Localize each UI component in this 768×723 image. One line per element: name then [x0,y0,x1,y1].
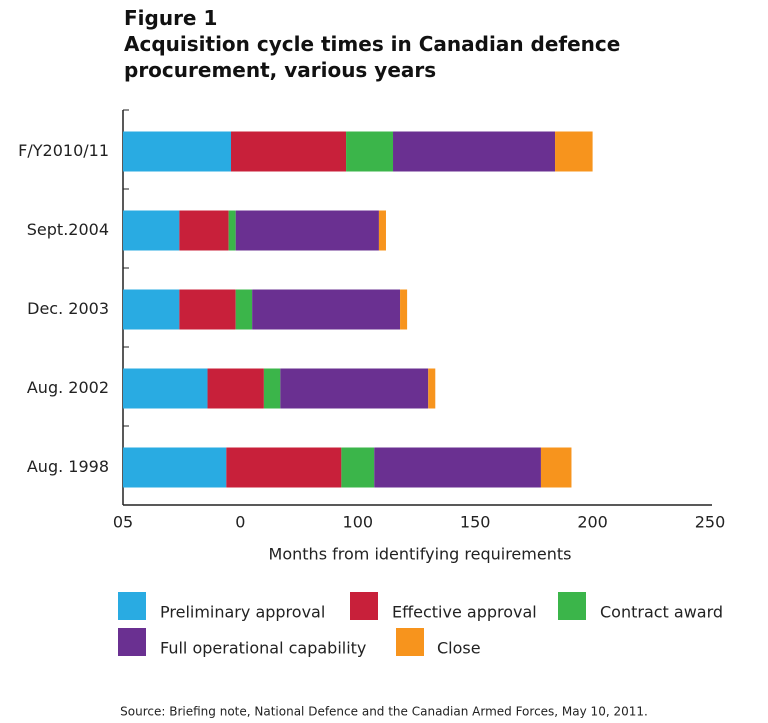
legend-swatch [396,628,424,656]
legend-label: Full operational capability [160,639,366,658]
x-tick-label: 200 [577,513,608,532]
bar-segment [179,289,236,330]
bar-segment [235,289,253,330]
bar-segment [123,447,227,488]
bar-segment [346,131,394,172]
bar-segment [280,368,429,409]
bar-segment [378,210,386,251]
bar-segment [123,210,180,251]
x-tick-label: 150 [460,513,491,532]
bar-segment [123,289,180,330]
bar-segment [123,368,208,409]
bar-segment [226,447,342,488]
bar-segment [428,368,436,409]
bar-segment [393,131,556,172]
legend-label: Contract award [600,603,723,622]
legend-swatch [350,592,378,620]
source: Source: Briefing note, National Defence … [120,705,648,719]
legend-swatch [558,592,586,620]
bar-segment [235,210,379,251]
y-tick-label: F/Y2010/11 [18,141,109,160]
legend-label: Preliminary approval [160,603,325,622]
bar-segment [263,368,281,409]
legend-label: Close [437,639,481,658]
bar-segment [341,447,375,488]
chart-title: Acquisition cycle times in Canadian defe… [124,32,621,82]
legend-label: Effective approval [392,603,537,622]
bar-segment [400,289,408,330]
bar-segment [540,447,572,488]
x-tick-label: 100 [343,513,374,532]
y-tick-label: Sept.2004 [27,220,109,239]
bar-segment [555,131,593,172]
bar-segment [374,447,541,488]
bar-segment [123,131,232,172]
y-tick-label: Dec. 2003 [27,299,109,318]
x-tick-label: 05 [113,513,133,532]
legend-swatch [118,592,146,620]
bar-segment [252,289,401,330]
x-axis-label: Months from identifying requirements [269,545,572,564]
legend-swatch [118,628,146,656]
figure-label: Figure 1 [124,6,218,30]
bar-segment [179,210,229,251]
y-tick-label: Aug. 2002 [27,378,109,397]
y-tick-label: Aug. 1998 [27,457,109,476]
x-tick-label: 250 [695,513,726,532]
bar-segment [231,131,347,172]
x-tick-label: 0 [235,513,245,532]
bar-segment [228,210,236,251]
bar-segment [207,368,264,409]
